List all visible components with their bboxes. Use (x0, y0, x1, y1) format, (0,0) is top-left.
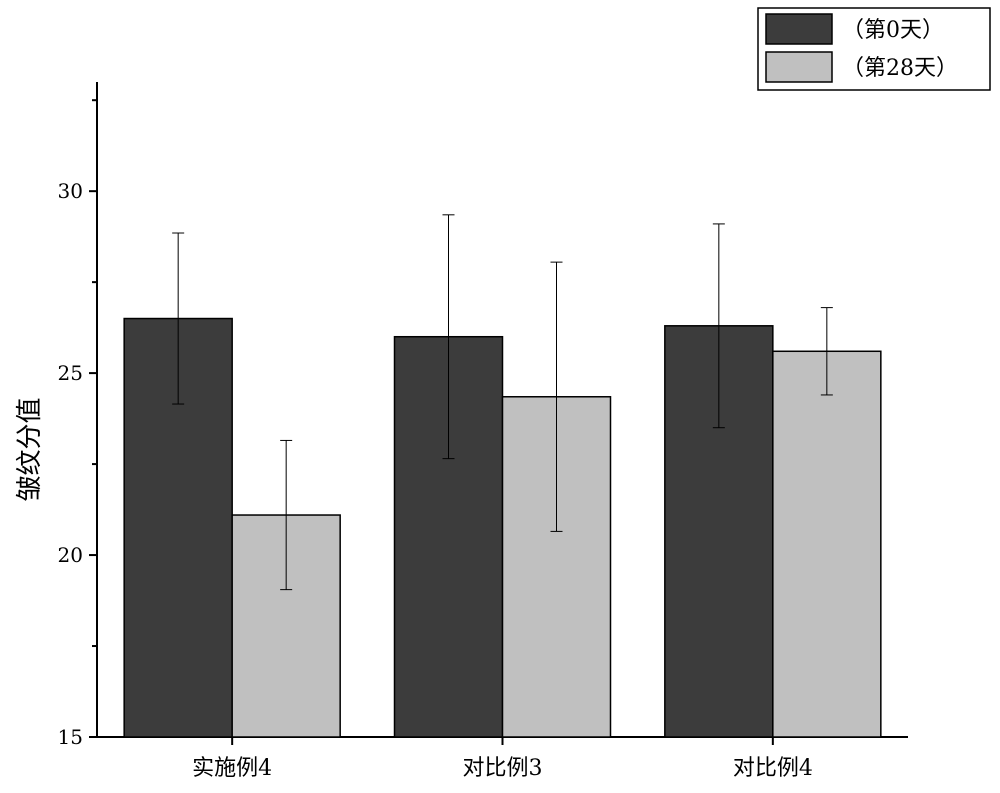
y-tick-label: 20 (58, 543, 83, 567)
legend-swatch (766, 14, 832, 44)
y-tick-label: 15 (58, 725, 83, 749)
labels: 实施例4 对比例3 对比例4 (192, 756, 813, 781)
bars (124, 215, 881, 737)
y-axis-label: 皱纹分值 (15, 397, 45, 501)
y-tick-label: 25 (58, 361, 83, 385)
legend-label: （第28天） (842, 56, 958, 81)
x-tick-label: 对比例4 (733, 756, 813, 781)
legend-swatch (766, 52, 832, 82)
x-tick-label: 对比例3 (463, 756, 543, 781)
legend: （第0天） （第28天） (758, 8, 990, 90)
x-tick-label: 实施例4 (192, 756, 272, 781)
y-tick-label: 30 (58, 179, 83, 203)
legend-label: （第0天） (842, 18, 944, 43)
bar-day28 (773, 351, 881, 737)
